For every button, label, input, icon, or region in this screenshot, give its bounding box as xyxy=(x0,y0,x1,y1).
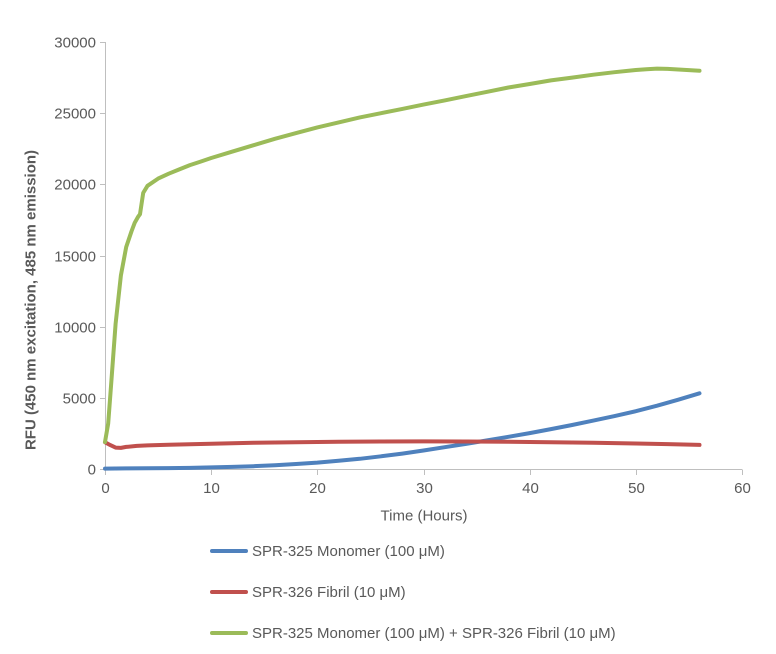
y-axis: 0 5000 10000 15000 20000 25000 30000 xyxy=(54,35,106,479)
y-tick-label: 20000 xyxy=(54,177,96,194)
legend-label: SPR-325 Monomer (100 μM) xyxy=(252,542,445,560)
legend-line-swatch-red xyxy=(210,590,248,594)
x-tick-label: 40 xyxy=(522,480,539,497)
x-tick-label: 50 xyxy=(628,480,645,497)
y-tick-label: 25000 xyxy=(54,106,96,123)
x-tick-label: 60 xyxy=(734,480,751,497)
series-lines xyxy=(103,66,702,471)
legend-line-swatch-green xyxy=(210,631,248,635)
legend-label: SPR-326 Fibril (10 μM) xyxy=(252,583,406,601)
y-tick-label: 0 xyxy=(88,462,96,479)
legend-label: SPR-325 Monomer (100 μM) + SPR-326 Fibri… xyxy=(252,624,616,642)
y-tick-label: 30000 xyxy=(54,35,96,52)
legend-item-monomer: SPR-325 Monomer (100 μM) xyxy=(210,540,616,562)
legend-line-swatch-blue xyxy=(210,549,248,553)
legend-item-monomer-plus-fibril: SPR-325 Monomer (100 μM) + SPR-326 Fibri… xyxy=(210,622,616,644)
y-tick-label: 5000 xyxy=(63,391,96,408)
x-tick-label: 10 xyxy=(203,480,220,497)
x-tick-label: 0 xyxy=(101,480,109,497)
series-line-0 xyxy=(103,391,702,471)
x-tick-label: 30 xyxy=(416,480,433,497)
y-tick-label: 10000 xyxy=(54,320,96,337)
x-axis-title: Time (Hours) xyxy=(380,507,468,525)
x-tick-label: 20 xyxy=(309,480,326,497)
legend-item-fibril: SPR-326 Fibril (10 μM) xyxy=(210,581,616,603)
series-line-2 xyxy=(103,66,702,444)
y-tick-label: 15000 xyxy=(54,249,96,266)
x-axis: 0 10 20 30 40 50 60 xyxy=(101,469,751,497)
legend: SPR-325 Monomer (100 μM) SPR-326 Fibril … xyxy=(210,540,616,654)
series-line-1 xyxy=(103,439,702,450)
